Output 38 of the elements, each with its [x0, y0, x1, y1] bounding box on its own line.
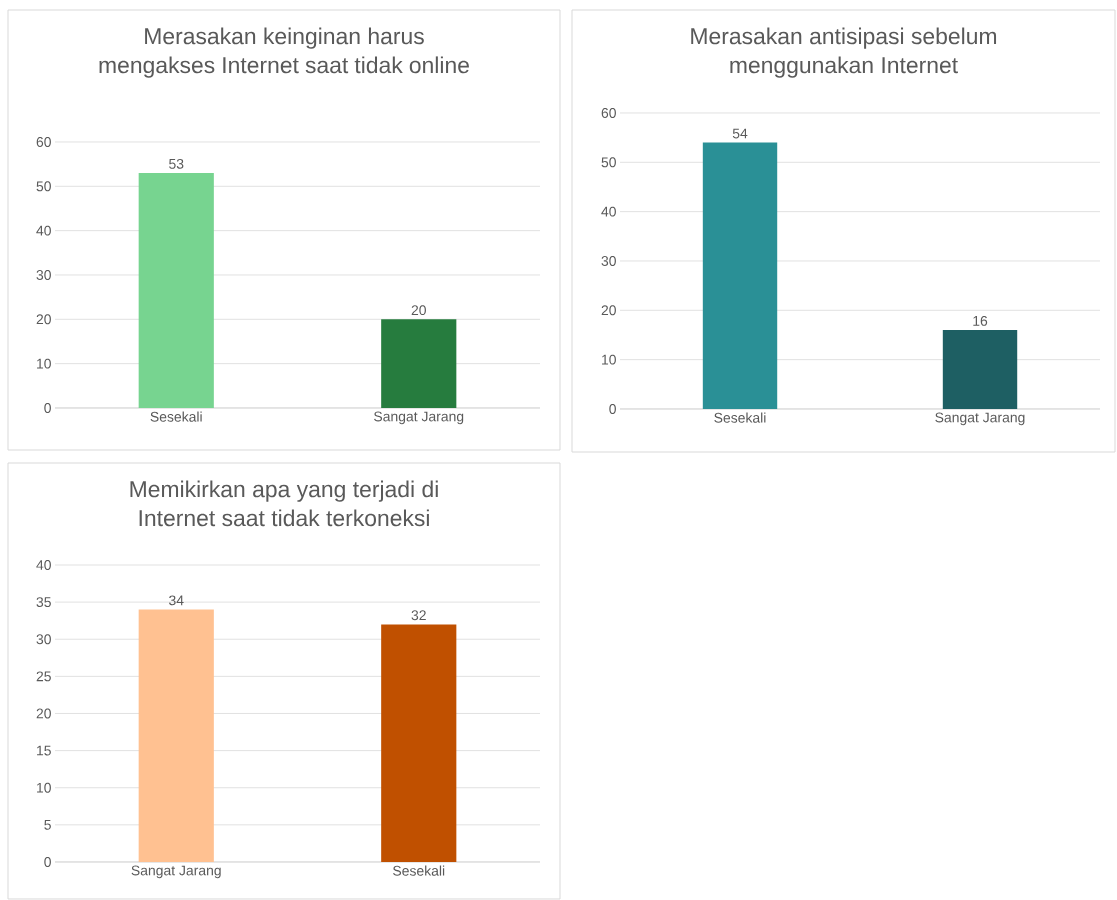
x-tick-label: Sesekali	[393, 865, 445, 876]
y-tick-label: 40	[601, 206, 616, 217]
y-tick-label: 35	[36, 597, 51, 608]
y-tick-label: 25	[36, 671, 51, 682]
data-label: 53	[169, 158, 184, 169]
x-tick-label: Sangat Jarang	[935, 412, 1025, 426]
y-tick-label: 20	[36, 708, 51, 719]
y-tick-label: 10	[37, 358, 51, 369]
y-tick-label: 20	[36, 314, 51, 325]
x-tick-label: Sangat Jarang	[374, 411, 464, 425]
data-label: 20	[411, 305, 426, 316]
y-tick-label: 15	[37, 745, 51, 756]
chart-title: Merasakan antisipasi sebelum menggunakan Internet	[691, 27, 997, 78]
y-tick-label: 30	[601, 256, 616, 266]
y-tick-label: 0	[44, 857, 51, 867]
y-tick-label: 5	[44, 820, 51, 830]
y-tick-label: 30	[36, 270, 51, 280]
y-tick-label: 20	[601, 305, 616, 316]
data-label: 32	[411, 610, 426, 621]
chart-title: Merasakan keinginan harus mengakses Internet saat tidak online	[99, 27, 469, 78]
y-tick-label: 60	[36, 137, 51, 147]
y-tick-label: 50	[36, 181, 51, 192]
y-tick-label: 10	[602, 354, 616, 365]
data-label: 16	[973, 315, 988, 326]
y-tick-label: 30	[36, 634, 51, 645]
y-tick-label: 40	[36, 560, 51, 570]
y-tick-label: 60	[601, 108, 616, 118]
y-tick-label: 0	[44, 403, 51, 413]
y-tick-label: 40	[36, 225, 51, 236]
data-label: 54	[732, 128, 748, 139]
data-label: 34	[169, 595, 184, 606]
y-tick-label: 10	[37, 782, 51, 793]
chart-title: Memikirkan apa yang terjadi di Internet saat tidak terkoneksi	[130, 480, 438, 527]
x-tick-label: Sesekali	[150, 411, 202, 422]
y-tick-label: 50	[601, 157, 616, 168]
x-tick-label: Sangat Jarang	[131, 865, 221, 879]
x-tick-label: Sesekali	[714, 412, 766, 423]
y-tick-label: 0	[609, 404, 616, 414]
